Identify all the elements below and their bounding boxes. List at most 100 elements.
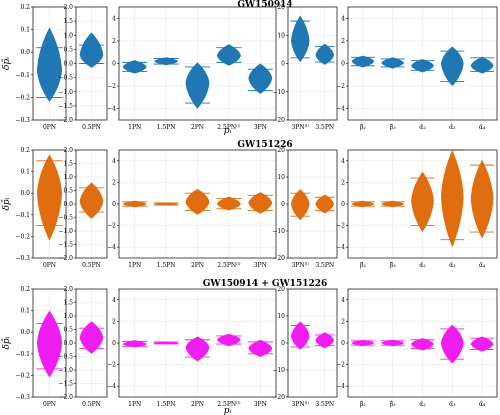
panel-r0-g4: −4 −2 0 2 4 β̂₂ β̂₃ α̂₂ α̂₃ α̂₄ (336, 6, 498, 131)
violin-g4-2 (411, 338, 434, 351)
y-tick-label: 4 (341, 297, 345, 304)
panel-r1-g1: −2.0 −1.5 −1.0 −0.5 0.0 0.5 1.0 1.5 2.0 0.5PN (58, 147, 108, 269)
y-tick-label: −1.0 (58, 367, 73, 374)
x-tick-label: α̂₄ (479, 401, 486, 408)
x-tick-label: 3PN⁽ˡ⁾ (291, 262, 309, 269)
x-tick-label: α̂₃ (449, 124, 456, 131)
x-tick-label: 1PN (128, 262, 141, 269)
x-tick-label: α̂₄ (479, 124, 486, 131)
x-axis-label: pᵢ (224, 126, 232, 136)
y-tick-label: −20 (272, 117, 285, 124)
x-tick-label: 3PN⁽ˡ⁾ (291, 124, 309, 131)
x-tick-label: 3PN⁽ˡ⁾ (291, 401, 309, 408)
y-tick-label: 1.0 (63, 174, 73, 181)
panel-frame (32, 6, 67, 121)
y-tick-label: 20 (277, 4, 285, 11)
y-tick-label: 0 (112, 340, 116, 347)
y-tick-label: 0.2 (20, 4, 30, 11)
y-tick-label: −0.1 (15, 72, 30, 79)
y-tick-label: −2 (107, 362, 116, 369)
violin-g4-0 (351, 200, 375, 208)
panel-r2-g0: −0.3 −0.2 −0.1 0.0 0.1 0.2 0PN (15, 286, 67, 408)
y-tick-label: 0.2 (20, 147, 30, 154)
y-tick-label: 0.5 (63, 188, 73, 195)
y-tick-label: 0 (112, 201, 116, 208)
y-tick-label: 0.0 (63, 340, 73, 347)
violin-g3-1 (315, 43, 335, 65)
x-tick-label: α̂₂ (419, 401, 426, 408)
violin-g1-0 (79, 32, 104, 68)
violin-g3-1 (315, 194, 335, 214)
y-tick-label: 2 (341, 179, 345, 186)
violin-g4-2 (411, 58, 434, 73)
y-tick-label: −2.0 (58, 394, 73, 401)
y-tick-label: 10 (277, 313, 285, 320)
y-tick-label: 2 (341, 318, 345, 325)
violin-g4-3 (440, 46, 464, 87)
panel-r0-g1: −2.0 −1.5 −1.0 −0.5 0.0 0.5 1.0 1.5 2.0 0.5PN (58, 4, 108, 131)
violin-g4-4 (470, 159, 494, 239)
x-tick-label: 3.5PN (315, 262, 334, 269)
y-tick-label: 0 (341, 201, 345, 208)
row-title-1: GW151226 (237, 140, 292, 150)
y-tick-label: 4 (341, 15, 345, 22)
y-tick-label: −0.2 (15, 372, 30, 379)
x-tick-label: α̂₃ (449, 401, 456, 408)
violin-g1-0 (79, 321, 104, 354)
y-tick-label: −0.3 (15, 117, 30, 124)
y-tick-label: −0.2 (15, 233, 30, 240)
y-tick-label: −4 (107, 106, 116, 113)
violin-g1-0 (79, 182, 104, 219)
x-tick-label: 3PN (254, 401, 267, 408)
x-tick-label: β̂₃ (390, 262, 396, 269)
y-tick-label: −1.5 (58, 242, 73, 249)
x-axis-label: pᵢ (224, 406, 232, 415)
y-tick-label: −20 (272, 255, 285, 262)
y-tick-label: 2 (112, 38, 116, 45)
y-tick-label: −2 (336, 223, 345, 230)
y-tick-label: −4 (107, 244, 116, 251)
y-tick-label: 2.0 (63, 286, 73, 293)
y-axis-label: δp̂ᵢ (1, 57, 12, 70)
x-tick-label: 3.5PN (315, 124, 334, 131)
row-title-0: GW150914 (237, 0, 292, 10)
y-tick-label: −1.0 (58, 228, 73, 235)
x-tick-label: 2PN (191, 124, 204, 131)
x-tick-label: 0PN (43, 401, 56, 408)
y-tick-label: 0.1 (20, 27, 30, 34)
y-tick-label: −2.0 (58, 255, 73, 262)
y-tick-label: 4 (112, 297, 116, 304)
panel-frame (32, 149, 67, 259)
x-tick-label: β̂₂ (360, 124, 366, 131)
y-tick-label: 0 (341, 61, 345, 68)
violin-g2-3 (216, 333, 241, 347)
y-tick-label: 0 (112, 61, 116, 68)
violin-g2-1 (154, 57, 179, 66)
y-tick-label: 0 (281, 201, 285, 208)
x-tick-label: α̂₂ (419, 262, 426, 269)
x-tick-label: 0.5PN (82, 124, 101, 131)
x-tick-label: β̂₃ (390, 124, 396, 131)
x-tick-label: 1PN (128, 401, 141, 408)
violin-g2-3 (216, 196, 241, 211)
violin-g2-0 (122, 340, 147, 348)
y-tick-label: −10 (272, 89, 285, 96)
y-tick-label: 0.0 (20, 190, 30, 197)
y-tick-label: 0.0 (20, 49, 30, 56)
x-tick-label: β̂₂ (360, 262, 366, 269)
panel-r0-g2: −4 −2 0 2 4 1PN 1.5PN 2PN 2.5PN⁽ˡ⁾ 3PN (107, 6, 277, 131)
y-tick-label: −0.5 (58, 354, 73, 361)
y-tick-label: −0.2 (15, 94, 30, 101)
violin-g2-0 (122, 60, 147, 74)
violin-g4-2 (411, 171, 434, 233)
y-tick-label: 0.0 (20, 329, 30, 336)
y-tick-label: 0.5 (63, 46, 73, 53)
y-tick-label: −0.5 (58, 215, 73, 222)
y-tick-label: −20 (272, 394, 285, 401)
violin-g0-0 (36, 154, 63, 241)
violin-g3-0 (290, 189, 310, 221)
y-tick-label: 20 (277, 286, 285, 293)
panel-r2-g2: −4 −2 0 2 4 1PN 1.5PN 2PN 2.5PN⁽ˡ⁾ 3PN (107, 288, 277, 408)
violin-g2-4 (248, 339, 273, 358)
x-tick-label: α̂₂ (419, 124, 426, 131)
